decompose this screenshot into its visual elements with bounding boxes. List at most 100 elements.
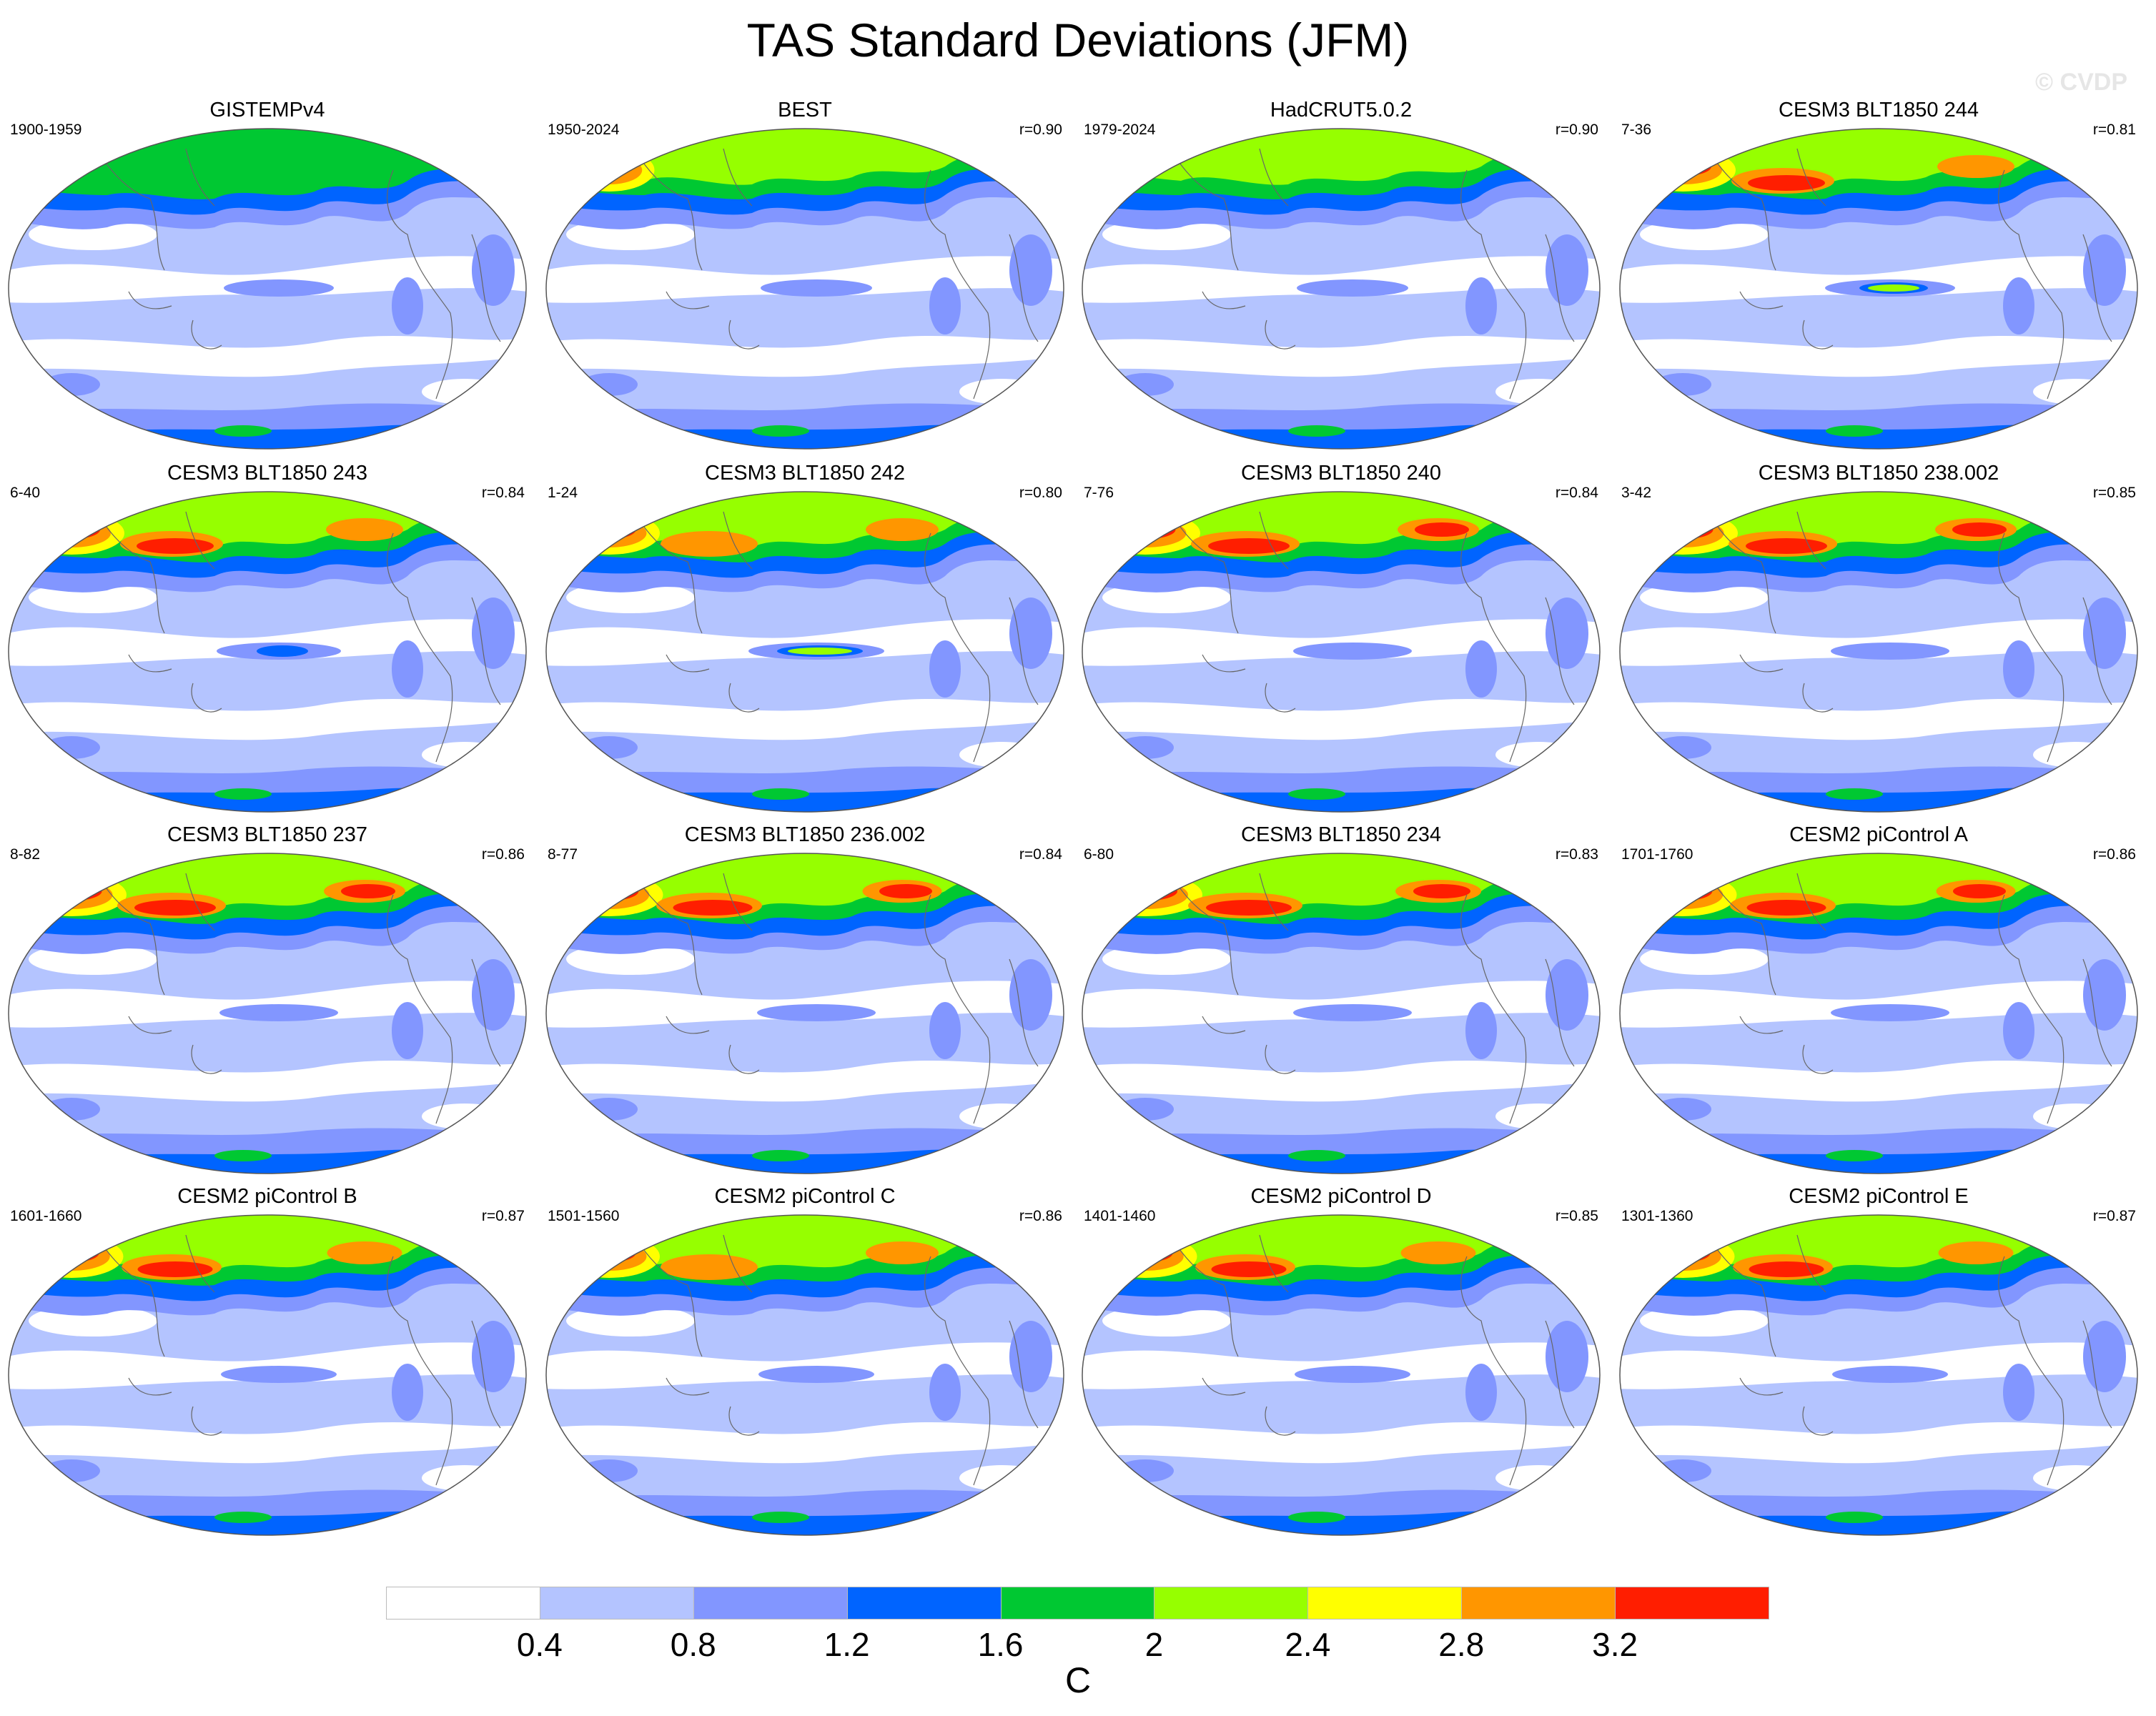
colorbar-swatch bbox=[1461, 1587, 1616, 1620]
panel-correlation: r=0.85 bbox=[2092, 485, 2136, 501]
map-panel: CESM3 BLT1850 237 8-82 r=0.86 bbox=[7, 822, 528, 1179]
panel-correlation: r=0.87 bbox=[481, 1208, 525, 1224]
map-field bbox=[1620, 492, 2137, 812]
panel-correlation: r=0.84 bbox=[481, 485, 525, 501]
colorbar bbox=[386, 1587, 1769, 1621]
panel-title: CESM2 piControl C bbox=[714, 1185, 896, 1208]
map-field bbox=[546, 129, 1064, 449]
panel-correlation: r=0.85 bbox=[1555, 1208, 1598, 1224]
panel-correlation: r=0.86 bbox=[2092, 846, 2136, 863]
colorbar-tick-label: 3.2 bbox=[1592, 1626, 1638, 1663]
panel-correlation: r=0.86 bbox=[481, 846, 525, 863]
colorbar-tick-label: 1.6 bbox=[977, 1626, 1024, 1663]
map-field bbox=[546, 1215, 1064, 1535]
panel-correlation: r=0.86 bbox=[1019, 1208, 1062, 1224]
panel-title: CESM3 BLT1850 237 bbox=[167, 823, 367, 846]
map-field bbox=[9, 492, 526, 812]
panel-title: CESM3 BLT1850 240 bbox=[1241, 462, 1441, 485]
colorbar-tick-label: 0.4 bbox=[516, 1626, 563, 1663]
map-panel: HadCRUT5.0.2 1979-2024 r=0.90 bbox=[1081, 97, 1601, 455]
panel-years: 1-24 bbox=[548, 485, 578, 501]
colorbar-swatch bbox=[1615, 1587, 1769, 1620]
panel-correlation: r=0.90 bbox=[1019, 121, 1062, 138]
panel-title: CESM3 BLT1850 243 bbox=[167, 462, 367, 485]
map-field bbox=[546, 492, 1064, 812]
colorbar-tick-label: 0.8 bbox=[670, 1626, 716, 1663]
map-field bbox=[1082, 1215, 1600, 1535]
world-map bbox=[1082, 491, 1601, 813]
map-panel: BEST 1950-2024 r=0.90 bbox=[545, 97, 1065, 455]
map-panel: CESM2 piControl A 1701-1760 r=0.86 bbox=[1618, 822, 2139, 1179]
world-map bbox=[8, 128, 527, 450]
map-panel: CESM2 piControl E 1301-1360 r=0.87 bbox=[1618, 1184, 2139, 1541]
panel-title: CESM2 piControl B bbox=[177, 1185, 357, 1208]
map-field bbox=[9, 1215, 526, 1535]
map-panel: CESM2 piControl C 1501-1560 r=0.86 bbox=[545, 1184, 1065, 1541]
panel-years: 1900-1959 bbox=[10, 121, 82, 138]
panel-title: CESM2 piControl D bbox=[1250, 1185, 1432, 1208]
map-panel: CESM3 BLT1850 238.002 3-42 r=0.85 bbox=[1618, 460, 2139, 818]
world-map bbox=[545, 1214, 1064, 1536]
panel-years: 6-80 bbox=[1084, 846, 1114, 863]
world-map bbox=[1619, 1214, 2138, 1536]
colorbar-swatch bbox=[693, 1587, 848, 1620]
panel-correlation: r=0.84 bbox=[1019, 846, 1062, 863]
map-field bbox=[1082, 492, 1600, 812]
colorbar-swatch bbox=[386, 1587, 540, 1620]
colorbar-tick-label: 2.8 bbox=[1438, 1626, 1485, 1663]
world-map bbox=[545, 853, 1064, 1174]
panel-years: 1301-1360 bbox=[1621, 1208, 1693, 1224]
map-field bbox=[1082, 853, 1600, 1174]
map-panel: CESM3 BLT1850 240 7-76 r=0.84 bbox=[1081, 460, 1601, 818]
panel-correlation: r=0.83 bbox=[1555, 846, 1598, 863]
panel-correlation: r=0.81 bbox=[2092, 121, 2136, 138]
world-map bbox=[8, 853, 527, 1174]
panel-correlation: r=0.90 bbox=[1555, 121, 1598, 138]
map-field bbox=[546, 853, 1064, 1174]
map-field bbox=[9, 129, 526, 449]
panel-years: 8-82 bbox=[10, 846, 41, 863]
panel-title: CESM3 BLT1850 242 bbox=[705, 462, 905, 485]
panel-title: HadCRUT5.0.2 bbox=[1270, 99, 1413, 121]
colorbar-tick-label: 1.2 bbox=[824, 1626, 870, 1663]
map-panel: GISTEMPv4 1900-1959 bbox=[7, 97, 528, 455]
world-map bbox=[8, 491, 527, 813]
panel-years: 1950-2024 bbox=[548, 121, 620, 138]
colorbar-swatch bbox=[846, 1587, 1002, 1620]
map-panel: CESM2 piControl D 1401-1460 r=0.85 bbox=[1081, 1184, 1601, 1541]
colorbar-swatch bbox=[1000, 1587, 1155, 1620]
panel-years: 7-76 bbox=[1084, 485, 1114, 501]
colorbar-unit: C bbox=[1064, 1660, 1092, 1700]
panel-title: GISTEMPv4 bbox=[209, 99, 325, 121]
map-panel: CESM3 BLT1850 244 7-36 r=0.81 bbox=[1618, 97, 2139, 455]
colorbar-tick-label: 2 bbox=[1144, 1626, 1164, 1663]
figure-title: TAS Standard Deviations (JFM) bbox=[746, 14, 1410, 66]
panel-title: CESM3 BLT1850 238.002 bbox=[1758, 462, 1999, 485]
panel-correlation: r=0.87 bbox=[2092, 1208, 2136, 1224]
panel-years: 1979-2024 bbox=[1084, 121, 1156, 138]
panel-correlation: r=0.80 bbox=[1019, 485, 1062, 501]
colorbar-swatch bbox=[539, 1587, 694, 1620]
world-map bbox=[1619, 128, 2138, 450]
world-map bbox=[8, 1214, 527, 1536]
colorbar-tick-label: 2.4 bbox=[1285, 1626, 1331, 1663]
map-panel: CESM3 BLT1850 243 6-40 r=0.84 bbox=[7, 460, 528, 818]
world-map bbox=[545, 491, 1064, 813]
panel-years: 1601-1660 bbox=[10, 1208, 82, 1224]
map-field bbox=[1620, 853, 2137, 1174]
panel-title: CESM2 piControl A bbox=[1789, 823, 1968, 846]
panel-title: CESM3 BLT1850 244 bbox=[1779, 99, 1979, 121]
map-panel: CESM2 piControl B 1601-1660 r=0.87 bbox=[7, 1184, 528, 1541]
world-map bbox=[1619, 853, 2138, 1174]
panel-years: 1401-1460 bbox=[1084, 1208, 1156, 1224]
world-map bbox=[1082, 853, 1601, 1174]
map-field bbox=[9, 853, 526, 1174]
map-field bbox=[1620, 1215, 2137, 1535]
colorbar-swatch bbox=[1154, 1587, 1309, 1620]
colorbar-swatch bbox=[1307, 1587, 1463, 1620]
map-field bbox=[1082, 129, 1600, 449]
world-map bbox=[545, 128, 1064, 450]
panel-years: 1501-1560 bbox=[548, 1208, 620, 1224]
panel-years: 6-40 bbox=[10, 485, 41, 501]
panel-title: CESM3 BLT1850 236.002 bbox=[684, 823, 926, 846]
